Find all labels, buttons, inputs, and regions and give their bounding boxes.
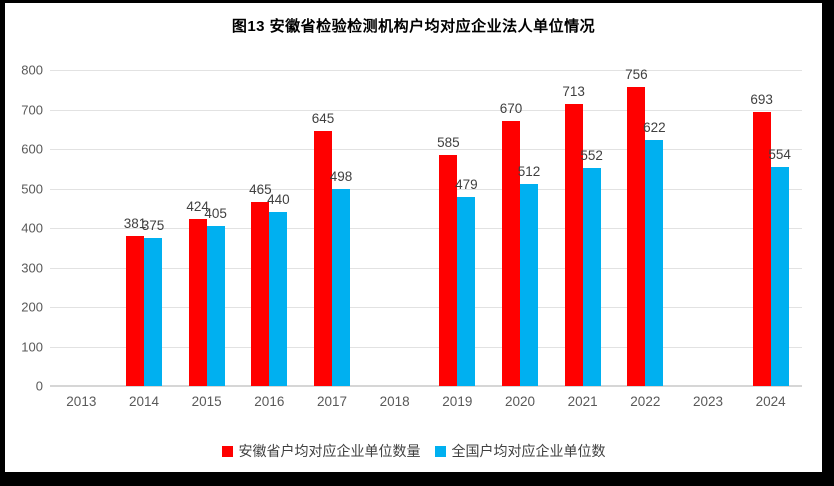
x-tick-label: 2024: [755, 394, 786, 409]
x-tick-label: 2013: [66, 394, 97, 409]
x-tick-label: 2021: [567, 394, 598, 409]
x-tick-label: 2017: [316, 394, 348, 409]
x-tick-label: 2014: [128, 394, 160, 409]
bar-national: [206, 226, 225, 386]
gridline: [50, 307, 802, 308]
bar-value-label: 405: [204, 206, 227, 222]
legend-item-national: 全国户均对应企业单位数: [434, 441, 606, 461]
chart-title: 图13 安徽省检验检测机构户均对应企业法人单位情况: [231, 18, 596, 35]
bar-value-label: 552: [580, 147, 603, 163]
bar-value-label: 622: [643, 120, 666, 136]
legend-item-anhui: 安徽省户均对应企业单位数量: [221, 441, 421, 461]
gridline: [50, 109, 802, 111]
bar-anhui: [188, 218, 207, 386]
bar-anhui: [314, 131, 332, 386]
bar-value-label: 713: [562, 84, 585, 100]
y-tick-label: 800: [21, 62, 43, 78]
x-tick-label: 2020: [504, 394, 536, 409]
bar-national: [269, 212, 288, 386]
y-tick-label: 500: [21, 181, 43, 196]
legend-label-national: 全国户均对应企业单位数: [451, 443, 606, 459]
gridline: [50, 267, 802, 269]
y-tick-label: 600: [21, 141, 43, 157]
bar-national: [770, 167, 789, 386]
y-tick-label: 200: [21, 299, 43, 315]
bar-value-label: 465: [249, 182, 272, 198]
bar-value-label: 375: [141, 217, 165, 233]
bar-anhui: [502, 121, 520, 386]
bar-national: [645, 140, 664, 386]
bar-value-label: 479: [455, 176, 478, 192]
bar-national: [332, 189, 350, 386]
legend-swatch-anhui: [221, 445, 233, 457]
x-axis-line: [50, 385, 802, 387]
y-tick-label: 100: [21, 339, 43, 354]
bar-value-label: 670: [499, 101, 523, 117]
bar-anhui: [439, 154, 458, 386]
bar-anhui: [752, 112, 771, 386]
y-tick-label: 300: [21, 260, 43, 275]
bar-anhui: [564, 104, 583, 386]
bar-value-label: 585: [437, 134, 460, 150]
bar-national: [582, 167, 601, 386]
y-tick-label: 700: [21, 102, 43, 117]
plot-area: 0 100 200 300 400 500 600 700 800 2013 2014 381 375 2…: [5, 3, 822, 472]
gridline: [50, 70, 802, 71]
bar-value-label: 693: [750, 92, 773, 108]
bar-national: [144, 237, 162, 386]
bar-value-label: 440: [267, 192, 290, 208]
bar-value-label: 756: [625, 67, 648, 83]
bar-national: [520, 183, 538, 386]
bar-value-label: 424: [186, 198, 209, 214]
bar-value-label: 498: [329, 169, 353, 185]
bar-value-label: 512: [517, 163, 541, 179]
x-tick-label: 2019: [442, 394, 473, 409]
bar-value-label: 645: [311, 111, 335, 127]
x-tick-label: 2023: [692, 394, 724, 409]
bar-national: [457, 196, 476, 386]
bar-value-label: 381: [123, 215, 147, 231]
y-tick-label: 400: [21, 220, 43, 236]
x-tick-label: 2022: [630, 394, 661, 409]
legend: 安徽省户均对应企业单位数量 全国户均对应企业单位数: [5, 441, 822, 461]
bar-value-label: 554: [768, 147, 791, 163]
gridline: [50, 149, 802, 150]
y-tick-label: 0: [35, 378, 43, 394]
gridline: [50, 346, 802, 348]
gridline: [50, 228, 802, 229]
x-tick-label: 2015: [191, 394, 222, 409]
x-tick-label: 2018: [379, 394, 410, 409]
gridline: [50, 188, 802, 190]
bar-anhui: [251, 202, 270, 386]
bar-anhui: [126, 235, 144, 386]
chart-canvas: 图13 安徽省检验检测机构户均对应企业法人单位情况 0 100 200 300 400 5…: [5, 3, 822, 472]
legend-label-anhui: 安徽省户均对应企业单位数量: [238, 443, 421, 459]
bar-anhui: [627, 87, 646, 386]
x-tick-label: 2016: [254, 394, 285, 409]
legend-swatch-national: [434, 445, 446, 457]
